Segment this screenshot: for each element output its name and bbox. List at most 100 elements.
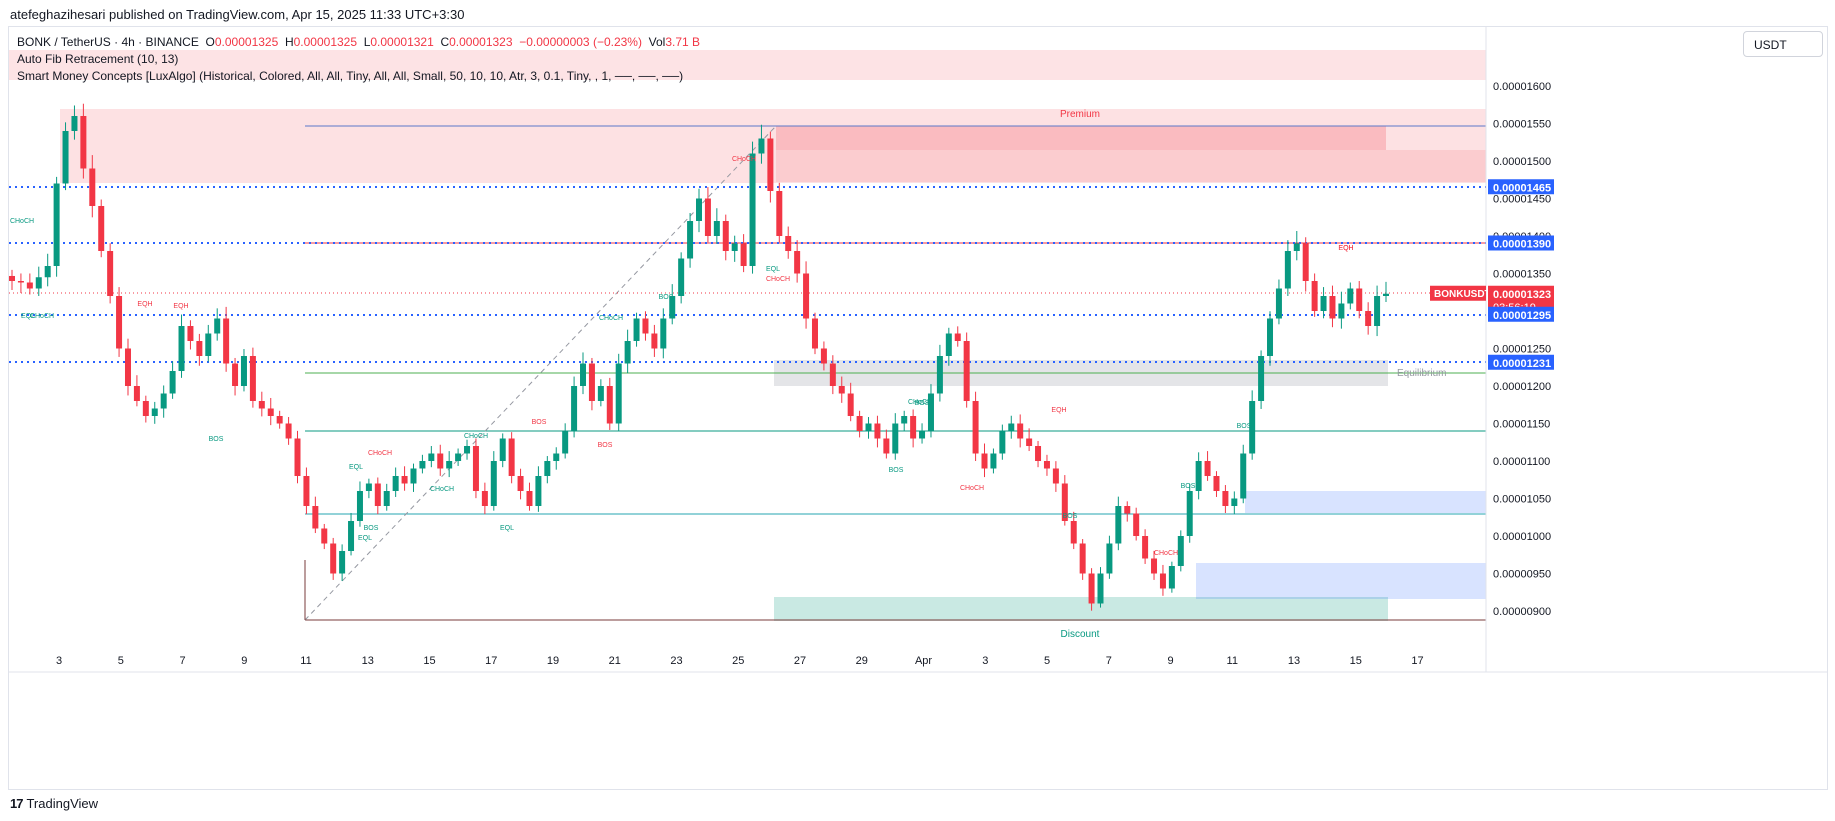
chart-legend: BONK / TetherUS · 4h · BINANCE O0.000013… <box>17 34 700 85</box>
candle-body <box>865 423 872 431</box>
y-tick-label: 0.00001000 <box>1493 531 1551 543</box>
candle-body <box>954 333 961 341</box>
candle-body <box>606 386 613 424</box>
candle-body <box>1115 506 1122 544</box>
candle-body <box>356 491 363 521</box>
structure-label: BOS <box>915 400 930 407</box>
x-tick-label: 21 <box>609 655 621 667</box>
candle-body <box>811 318 818 349</box>
candle-body <box>80 116 87 169</box>
candle-body <box>1213 476 1220 491</box>
x-tick-label: 9 <box>241 655 247 667</box>
discount-label: Discount <box>1061 629 1100 640</box>
candle-body <box>704 198 711 236</box>
candle-body <box>321 528 328 544</box>
structure-label: BOS <box>364 525 379 532</box>
structure-label: EQH <box>1338 245 1353 252</box>
currency-button[interactable]: USDT <box>1743 31 1823 57</box>
candle-body <box>107 251 114 296</box>
candle-body <box>1240 453 1247 499</box>
premium-box-lower <box>776 150 1486 182</box>
candle-body <box>1284 251 1291 289</box>
candle-body <box>1267 318 1274 356</box>
candle-body <box>98 206 105 251</box>
publish-info: atefeghazihesari published on TradingVie… <box>10 7 465 22</box>
candle-body <box>633 318 640 341</box>
candle-body <box>455 453 462 461</box>
structure-label: CHoCH <box>10 218 34 225</box>
candle-body <box>785 236 792 251</box>
structure-label: EQL <box>766 266 780 273</box>
candle-body <box>981 453 988 469</box>
x-tick-label: 27 <box>794 655 806 667</box>
candle-body <box>1079 543 1086 574</box>
candle-body <box>696 198 702 221</box>
structure-label: CHoCH <box>1154 550 1178 557</box>
candle-body <box>722 221 729 251</box>
level-price-label: 0.00001390 <box>1493 239 1551 251</box>
candle-body <box>1151 558 1158 574</box>
candle-body <box>1017 423 1024 439</box>
candle-body <box>437 453 444 469</box>
candle-body <box>1133 513 1140 536</box>
candle-body <box>508 438 515 476</box>
tradingview-footer[interactable]: 17 TradingView <box>10 796 98 811</box>
x-tick-label: 5 <box>1044 655 1050 667</box>
structure-label: EQH <box>1051 407 1066 414</box>
candle-body <box>615 363 622 424</box>
x-tick-label: 11 <box>1227 655 1238 667</box>
candle-body <box>874 423 881 439</box>
open-label: O <box>205 35 215 49</box>
candle-body <box>490 461 497 506</box>
x-tick-label: 7 <box>179 655 185 667</box>
candle-body <box>562 431 569 454</box>
y-tick-label: 0.00001250 <box>1493 344 1551 356</box>
x-tick-label: 5 <box>118 655 124 667</box>
candle-body <box>1347 288 1354 304</box>
candle-body <box>17 281 24 283</box>
candle-body <box>1231 498 1238 506</box>
candle-body <box>330 543 337 574</box>
candle-body <box>1168 566 1175 589</box>
low-value: 0.00001321 <box>370 35 434 49</box>
structure-label: CHoCH <box>766 276 790 283</box>
candle-body <box>1204 461 1211 476</box>
candle-body <box>1329 296 1336 319</box>
x-tick-label: 13 <box>1288 655 1300 667</box>
indicator-fib[interactable]: Auto Fib Retracement (10, 13) <box>17 52 179 66</box>
x-axis-labels: 3 5 7 9 11 13 15 17 19 21 23 25 27 29 Apr 3 5 7 9 11 13 15 17 <box>56 655 1424 667</box>
candle-body <box>151 408 158 416</box>
y-tick-label: 0.00001600 <box>1493 81 1551 93</box>
candle-body <box>1052 468 1059 484</box>
candle-body <box>892 423 899 454</box>
structure-label: CHoCH <box>960 485 984 492</box>
candle-body <box>116 296 123 349</box>
candle-body <box>410 468 417 484</box>
candle-body <box>214 318 221 334</box>
indicator-smc[interactable]: Smart Money Concepts [LuxAlgo] (Historic… <box>17 69 684 83</box>
candle-body <box>258 401 265 409</box>
level-price-box <box>1488 235 1554 251</box>
level-price-box <box>1488 179 1554 195</box>
structure-label: BOS <box>1181 483 1196 490</box>
y-tick-label: 0.00001100 <box>1493 456 1550 468</box>
candle-body <box>571 386 578 431</box>
candle-body <box>936 356 943 394</box>
candle-body <box>1177 536 1184 566</box>
x-tick-label: 29 <box>856 655 868 667</box>
structure-label: EQL <box>349 464 363 471</box>
candle-body <box>1070 521 1077 544</box>
candle-body <box>1258 356 1265 401</box>
candle-body <box>26 282 33 289</box>
candle-body <box>267 408 274 416</box>
open-value: 0.00001325 <box>214 35 279 49</box>
close-value: 0.00001323 <box>449 35 513 49</box>
symbol-title[interactable]: BONK / TetherUS · 4h · BINANCE <box>17 35 199 49</box>
candle-body <box>303 476 310 506</box>
candle-body <box>196 341 203 356</box>
candle-body <box>365 483 372 491</box>
high-label: H <box>284 35 294 49</box>
candle-body <box>428 453 435 461</box>
